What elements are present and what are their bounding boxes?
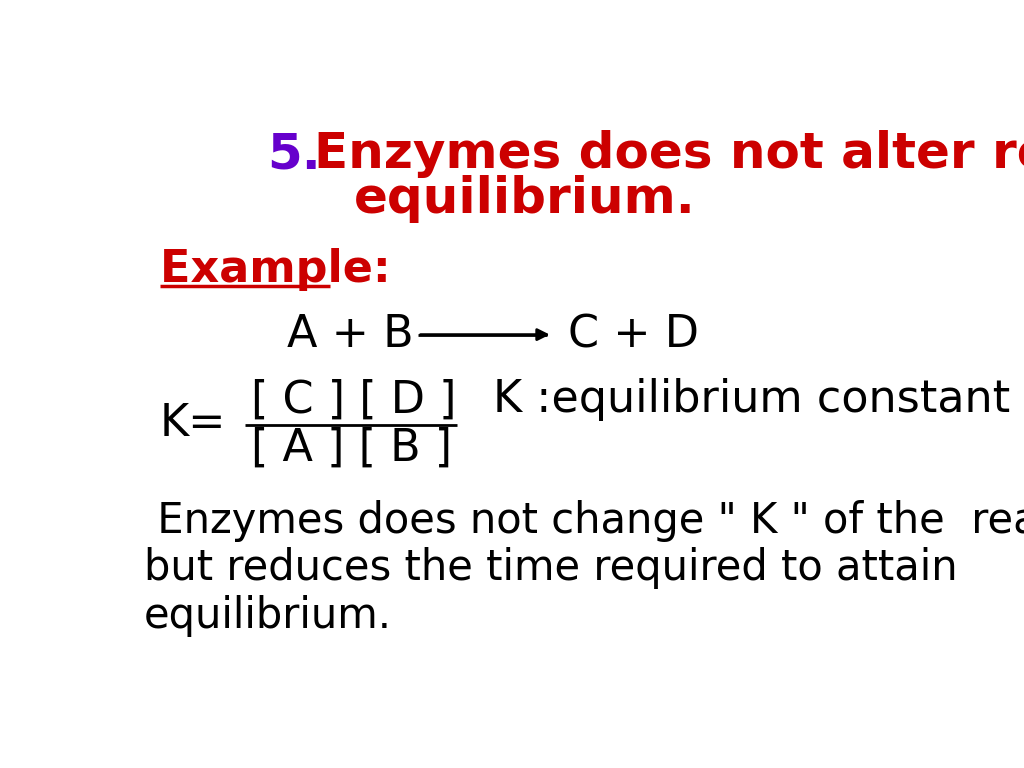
Text: A + B: A + B	[287, 313, 414, 356]
Text: [ C ] [ D ]: [ C ] [ D ]	[251, 378, 457, 421]
Text: K :equilibrium constant: K :equilibrium constant	[494, 378, 1011, 421]
Text: [ A ] [ B ]: [ A ] [ B ]	[251, 427, 453, 470]
Text: Example:: Example:	[160, 248, 422, 291]
Text: 5.: 5.	[267, 131, 321, 178]
Text: equilibrium.: equilibrium.	[354, 174, 695, 223]
Text: Enzymes does not alter reaction: Enzymes does not alter reaction	[314, 131, 1024, 178]
Text: Enzymes does not change " K " of the  reaction,: Enzymes does not change " K " of the rea…	[143, 500, 1024, 542]
Text: equilibrium.: equilibrium.	[143, 594, 392, 637]
Text: C + D: C + D	[568, 313, 699, 356]
Text: K=: K=	[160, 402, 226, 445]
Text: but reduces the time required to attain: but reduces the time required to attain	[143, 548, 957, 589]
